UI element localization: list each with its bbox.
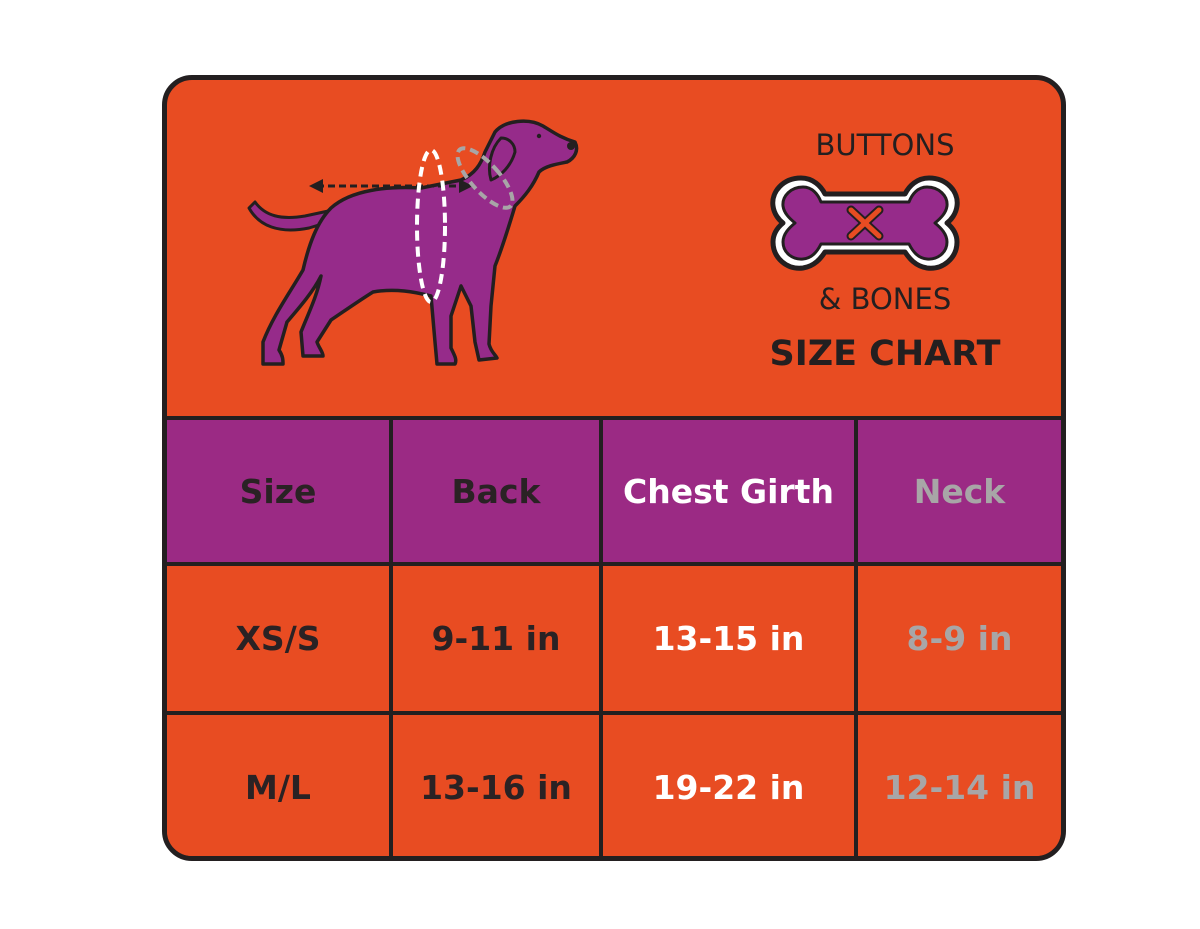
table-header-row: Size Back Chest Girth Neck	[167, 416, 1061, 566]
chest-girth-cell: 19-22 in	[599, 711, 858, 856]
column-header-neck: Neck	[854, 416, 1061, 566]
size-chart-card: BUTTONS & BONES SIZE CHART Size Back	[162, 75, 1066, 861]
chart-header-area: BUTTONS & BONES SIZE CHART	[167, 80, 1061, 418]
neck-cell: 8-9 in	[854, 562, 1061, 715]
brand-name-top: BUTTONS	[815, 128, 955, 162]
brand-name-bottom: & BONES	[818, 282, 952, 316]
column-header-back: Back	[389, 416, 603, 566]
size-cell: M/L	[167, 711, 393, 856]
back-cell: 9-11 in	[389, 562, 603, 715]
neck-cell: 12-14 in	[854, 711, 1061, 856]
size-table: Size Back Chest Girth Neck XS/S 9-11 in …	[167, 416, 1061, 856]
back-cell: 13-16 in	[389, 711, 603, 856]
brand-block: BUTTONS & BONES SIZE CHART	[735, 122, 1035, 382]
chest-girth-cell: 13-15 in	[599, 562, 858, 715]
bone-logo-icon	[770, 175, 960, 271]
column-header-size: Size	[167, 416, 393, 566]
table-row: M/L 13-16 in 19-22 in 12-14 in	[167, 711, 1061, 856]
size-cell: XS/S	[167, 562, 393, 715]
column-header-chest-girth: Chest Girth	[599, 416, 858, 566]
page-title: SIZE CHART	[769, 334, 1001, 374]
dog-measurement-icon	[247, 119, 579, 366]
table-row: XS/S 9-11 in 13-15 in 8-9 in	[167, 562, 1061, 715]
